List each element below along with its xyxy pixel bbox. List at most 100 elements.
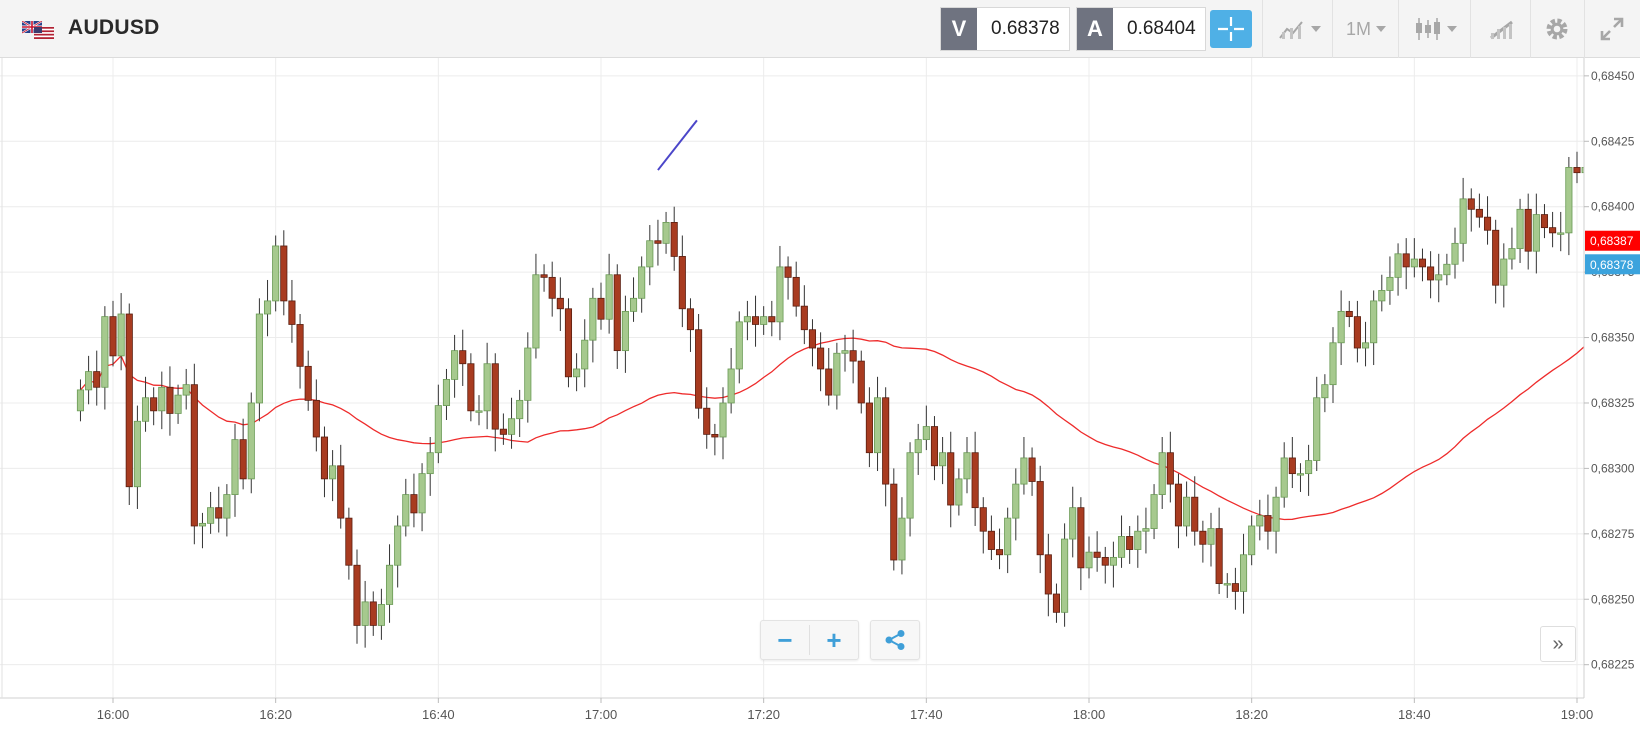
bull-candle: [834, 353, 840, 395]
bear-candle: [1094, 552, 1100, 557]
bear-candle: [972, 453, 978, 508]
bull-candle: [102, 317, 108, 388]
buy-price: 0.68404: [1113, 8, 1205, 50]
zoom-out-button[interactable]: −: [761, 621, 809, 659]
bear-candle: [297, 324, 303, 366]
bull-candle: [386, 565, 392, 604]
crosshair-button[interactable]: [1210, 10, 1252, 48]
bear-candle: [565, 309, 571, 377]
bear-candle: [305, 366, 311, 400]
bull-candle: [1273, 497, 1279, 531]
bull-candle: [573, 369, 579, 377]
bear-candle: [1078, 508, 1084, 568]
bull-candle: [395, 526, 401, 565]
bull-candle: [508, 419, 514, 435]
bull-candle: [1444, 264, 1450, 274]
bull-candle: [1257, 516, 1263, 526]
bull-candle: [1509, 249, 1515, 259]
candles: [77, 112, 1640, 647]
bear-candle: [460, 351, 466, 364]
bear-candle: [679, 256, 685, 308]
bear-candle: [1549, 228, 1555, 233]
zoom-in-button[interactable]: +: [810, 621, 858, 659]
bull-candle: [923, 427, 929, 440]
share-control: [870, 620, 920, 660]
bull-candle: [1533, 215, 1539, 252]
chart-type-button[interactable]: [1268, 0, 1330, 58]
bull-candle: [273, 246, 279, 301]
bear-candle: [1232, 584, 1238, 592]
bear-candle: [321, 437, 327, 479]
bear-candle: [712, 434, 718, 437]
bear-candle: [655, 241, 661, 244]
gear-icon: [1543, 15, 1571, 43]
bull-candle: [443, 379, 449, 405]
share-button[interactable]: [871, 621, 919, 659]
bull-candle: [484, 364, 490, 411]
bear-candle: [1476, 209, 1482, 217]
bull-candle: [256, 314, 262, 403]
fullscreen-button[interactable]: [1586, 0, 1638, 58]
bull-candle: [517, 400, 523, 418]
bull-candle: [1322, 385, 1328, 398]
bear-candle: [866, 403, 872, 453]
bull-candle: [533, 275, 539, 348]
bull-candle: [77, 390, 83, 411]
bull-candle: [232, 440, 238, 495]
bull-candle: [248, 403, 254, 479]
bull-candle: [1297, 474, 1303, 476]
bull-candle: [1070, 508, 1076, 539]
bull-candle: [403, 495, 409, 526]
bear-candle: [151, 398, 157, 411]
bear-candle: [346, 518, 352, 565]
bear-candle: [500, 429, 506, 434]
bear-candle: [614, 275, 620, 351]
scroll-to-latest-button[interactable]: »: [1540, 626, 1576, 662]
bull-candle: [142, 398, 148, 422]
bull-candle: [1411, 259, 1417, 267]
bear-candle: [704, 408, 710, 434]
bear-candle: [801, 306, 807, 330]
price-tick-label: 0,68300: [1591, 461, 1635, 475]
bear-candle: [598, 298, 604, 319]
bull-candle: [1379, 290, 1385, 300]
bull-candle: [264, 301, 270, 314]
bear-candle: [191, 385, 197, 526]
sell-price-button[interactable]: V 0.68378: [940, 7, 1070, 51]
bear-candle: [948, 453, 954, 505]
last-price-label: 0,68387: [1590, 234, 1634, 248]
candle-style-button[interactable]: [1402, 0, 1468, 58]
bull-candle: [1151, 495, 1157, 529]
toolbar-divider: [1584, 0, 1585, 58]
bear-candle: [354, 565, 360, 625]
bull-candle: [1013, 484, 1019, 518]
buy-price-button[interactable]: A 0.68404: [1076, 7, 1206, 51]
time-tick-label: 18:00: [1073, 707, 1106, 722]
bear-candle: [858, 361, 864, 403]
price-tick-label: 0,68250: [1591, 592, 1635, 606]
bear-candle: [557, 298, 563, 308]
bull-candle: [1135, 531, 1141, 549]
bear-candle: [492, 364, 498, 429]
bull-candle: [1330, 343, 1336, 385]
drawing-tools-button[interactable]: [1474, 0, 1530, 58]
zoom-controls: − +: [760, 620, 859, 660]
bull-candle: [939, 453, 945, 466]
grid: [0, 58, 1584, 698]
trendlines: [658, 73, 1640, 170]
timeframe-select[interactable]: 1M: [1336, 0, 1396, 58]
bull-candle: [1143, 529, 1149, 532]
bear-candle: [549, 277, 555, 298]
time-tick-label: 17:40: [910, 707, 943, 722]
bear-candle: [1029, 458, 1035, 482]
bear-candle: [850, 351, 856, 361]
bull-candle: [134, 421, 140, 486]
bull-candle: [761, 317, 767, 325]
bull-candle: [175, 395, 181, 413]
bull-candle: [1371, 301, 1377, 343]
buy-tag: A: [1077, 8, 1113, 50]
chevron-down-icon: [1311, 26, 1321, 32]
bull-candle: [1208, 529, 1214, 545]
time-tick-label: 16:40: [422, 707, 455, 722]
settings-button[interactable]: [1532, 0, 1582, 58]
